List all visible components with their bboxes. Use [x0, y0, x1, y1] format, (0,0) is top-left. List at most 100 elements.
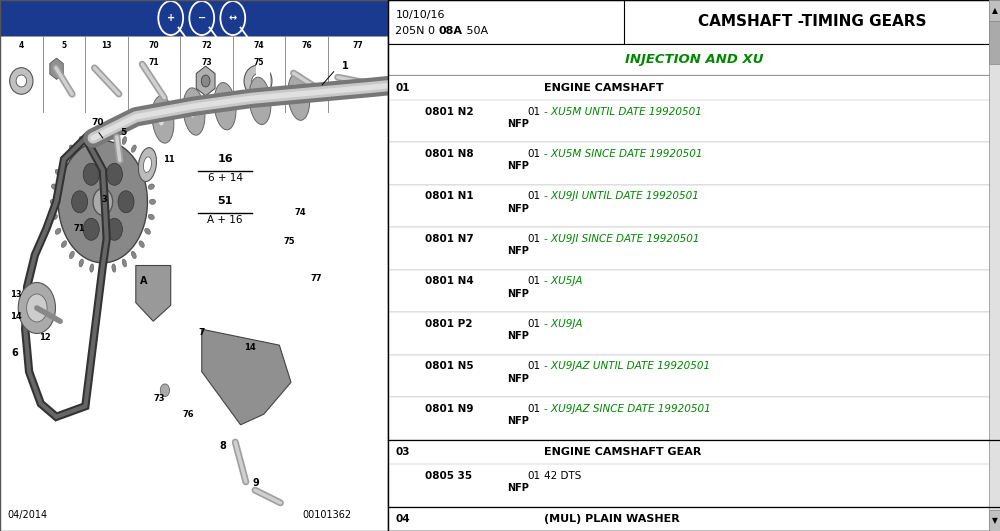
Ellipse shape — [122, 259, 127, 267]
Text: 75: 75 — [283, 237, 295, 246]
Text: (MUL) PLAIN WASHER: (MUL) PLAIN WASHER — [544, 514, 680, 524]
Bar — [388, 355, 1000, 397]
Ellipse shape — [149, 199, 156, 204]
Ellipse shape — [254, 89, 261, 107]
Ellipse shape — [148, 184, 154, 190]
Ellipse shape — [101, 130, 105, 138]
Text: 04/2014: 04/2014 — [8, 510, 48, 520]
Text: 08A: 08A — [439, 26, 463, 36]
Text: 71: 71 — [74, 224, 85, 233]
Text: 13: 13 — [10, 290, 21, 299]
Bar — [388, 75, 1000, 100]
Circle shape — [106, 218, 122, 240]
Text: 12: 12 — [39, 333, 51, 342]
Bar — [388, 507, 1000, 531]
Ellipse shape — [55, 169, 61, 175]
Text: 77: 77 — [353, 41, 363, 50]
Ellipse shape — [50, 199, 56, 204]
Ellipse shape — [252, 74, 264, 88]
Text: 1: 1 — [341, 61, 348, 71]
Text: 7: 7 — [198, 328, 204, 337]
Text: 04: 04 — [395, 514, 410, 524]
Text: 01: 01 — [528, 362, 541, 371]
Text: 16: 16 — [217, 154, 233, 164]
Text: +: + — [167, 13, 175, 23]
Circle shape — [201, 75, 210, 87]
Text: NFP: NFP — [507, 289, 529, 299]
Ellipse shape — [61, 156, 67, 163]
Text: 03: 03 — [395, 447, 410, 457]
Bar — [180, 36, 233, 113]
Text: 74: 74 — [295, 208, 307, 217]
Text: 74: 74 — [254, 41, 264, 50]
Text: 01: 01 — [395, 83, 410, 92]
Ellipse shape — [214, 82, 236, 130]
Text: 5: 5 — [120, 129, 127, 138]
Text: ▼: ▼ — [992, 516, 997, 525]
Bar — [388, 185, 1000, 227]
Text: - XU9JAZ SINCE DATE 19920501: - XU9JAZ SINCE DATE 19920501 — [544, 404, 711, 414]
Text: 14: 14 — [10, 312, 21, 321]
Text: 0801 P2: 0801 P2 — [425, 319, 472, 329]
Ellipse shape — [90, 131, 94, 140]
Text: - XU9JI SINCE DATE 19920501: - XU9JI SINCE DATE 19920501 — [544, 234, 700, 244]
Text: ↔: ↔ — [229, 13, 237, 23]
Bar — [388, 312, 1000, 355]
Circle shape — [58, 141, 147, 263]
Text: 6 + 14: 6 + 14 — [208, 173, 243, 183]
Ellipse shape — [152, 96, 174, 143]
Ellipse shape — [112, 264, 116, 272]
Text: 01: 01 — [528, 471, 541, 481]
Bar — [989, 0, 1000, 21]
Ellipse shape — [183, 88, 205, 135]
Text: 0801 N2: 0801 N2 — [425, 107, 473, 116]
Ellipse shape — [244, 65, 272, 97]
Text: 01: 01 — [528, 107, 541, 116]
Text: ENGINE CAMSHAFT GEAR: ENGINE CAMSHAFT GEAR — [544, 447, 701, 457]
Ellipse shape — [139, 241, 144, 247]
Text: NFP: NFP — [507, 374, 529, 384]
Text: 51: 51 — [217, 196, 233, 207]
Text: 0801 N9: 0801 N9 — [425, 404, 473, 414]
Bar — [85, 36, 128, 113]
Bar — [128, 36, 180, 113]
Ellipse shape — [69, 251, 74, 259]
Polygon shape — [136, 266, 171, 321]
Ellipse shape — [288, 73, 310, 121]
Text: NFP: NFP — [507, 246, 529, 256]
Circle shape — [83, 164, 99, 185]
Text: NFP: NFP — [507, 483, 529, 493]
Text: 0805 35: 0805 35 — [425, 471, 472, 481]
Ellipse shape — [293, 84, 300, 102]
Ellipse shape — [249, 77, 271, 125]
Bar — [43, 36, 85, 113]
Text: 11: 11 — [163, 155, 175, 164]
Ellipse shape — [51, 184, 57, 190]
Ellipse shape — [90, 264, 94, 272]
Text: 8: 8 — [219, 441, 226, 451]
Text: 0801 N5: 0801 N5 — [425, 362, 473, 371]
Bar — [285, 36, 328, 113]
Ellipse shape — [139, 156, 144, 163]
Text: 4: 4 — [19, 41, 24, 50]
Polygon shape — [196, 66, 215, 96]
Ellipse shape — [148, 214, 154, 220]
Bar — [256, 64, 270, 98]
Text: NFP: NFP — [507, 119, 529, 129]
Text: 10/10/16: 10/10/16 — [395, 10, 445, 20]
Text: ENGINE CAMSHAFT: ENGINE CAMSHAFT — [544, 83, 664, 92]
Bar — [388, 397, 1000, 440]
Text: 01: 01 — [528, 319, 541, 329]
Ellipse shape — [16, 75, 27, 87]
Text: 71: 71 — [149, 58, 160, 67]
Text: 77: 77 — [310, 275, 322, 284]
Ellipse shape — [61, 241, 67, 247]
Ellipse shape — [55, 228, 61, 234]
Text: 6: 6 — [12, 348, 18, 358]
Text: 76: 76 — [182, 410, 194, 419]
Text: 00101362: 00101362 — [303, 510, 352, 520]
Text: A + 16: A + 16 — [207, 215, 243, 225]
Bar — [388, 270, 1000, 312]
Text: 01: 01 — [528, 234, 541, 244]
Ellipse shape — [112, 131, 116, 140]
